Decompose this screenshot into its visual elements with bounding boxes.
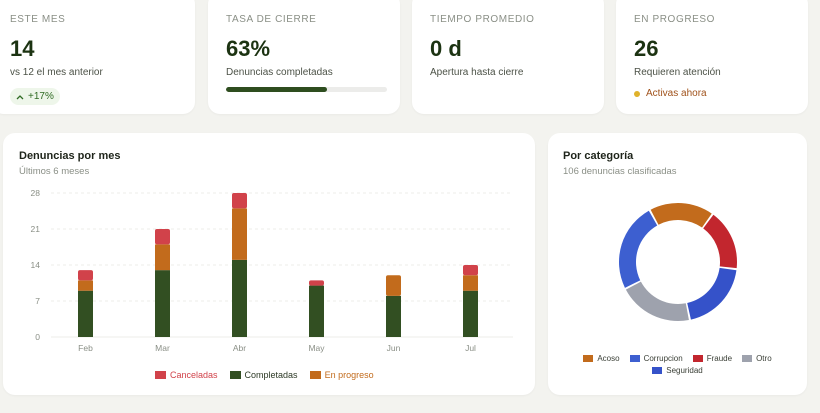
y-tick-label: 0 <box>35 332 40 342</box>
closure-progress-bar <box>226 87 387 92</box>
donut-legend: Acoso Corrupcion Fraude Otro Seguridad <box>548 354 807 375</box>
bar-segment-en-progreso[interactable] <box>155 244 170 271</box>
kpi-label: ESTE MES <box>10 14 66 25</box>
legend-label: Otro <box>756 354 772 363</box>
chart-title: Denuncias por mes <box>19 150 121 162</box>
bar-segment-en-progreso[interactable] <box>463 275 478 291</box>
chart-subtitle: 106 denuncias clasificadas <box>563 166 677 177</box>
kpi-sub: vs 12 el mes anterior <box>10 67 103 78</box>
legend-label: Corrupcion <box>643 354 683 363</box>
legend-swatch <box>155 371 166 379</box>
bar-segment-canceladas[interactable] <box>309 280 324 286</box>
y-tick-label: 7 <box>35 296 40 306</box>
kpi-sub: Requieren atención <box>634 67 721 78</box>
x-tick-label: Jul <box>465 343 476 353</box>
bar-segment-canceladas[interactable] <box>155 229 170 245</box>
x-tick-label: May <box>308 343 325 353</box>
status-text: Activas ahora <box>646 88 707 99</box>
kpi-card-tasa-cierre: TASA DE CIERRE 63% Denuncias completadas <box>208 0 400 114</box>
donut-slice-fraude[interactable] <box>703 214 737 269</box>
bar-segment-completadas[interactable] <box>386 295 401 337</box>
legend-label: Canceladas <box>170 370 218 380</box>
kpi-sub: Apertura hasta cierre <box>430 67 524 78</box>
legend-item-en-progreso[interactable]: En progreso <box>309 370 374 380</box>
kpi-card-tiempo-promedio: TIEMPO PROMEDIO 0 d Apertura hasta cierr… <box>412 0 604 114</box>
kpi-label: EN PROGRESO <box>634 14 716 25</box>
y-tick-label: 21 <box>31 224 41 234</box>
bar-segment-en-progreso[interactable] <box>232 208 247 260</box>
chart-subtitle: Últimos 6 meses <box>19 166 90 177</box>
bar-segment-canceladas[interactable] <box>78 270 93 281</box>
bar-segment-canceladas[interactable] <box>463 265 478 276</box>
legend-swatch <box>652 367 663 374</box>
active-status: Activas ahora <box>634 88 790 99</box>
x-tick-label: Mar <box>155 343 170 353</box>
legend-swatch <box>742 355 753 362</box>
chevron-up-icon <box>16 94 24 99</box>
chart-title: Por categoría <box>563 150 634 162</box>
trend-badge: +17% <box>10 88 60 105</box>
bar-segment-completadas[interactable] <box>232 259 247 337</box>
x-tick-label: Abr <box>233 343 246 353</box>
legend-item-seguridad[interactable]: Seguridad <box>652 366 703 375</box>
bar-segment-canceladas[interactable] <box>232 193 247 209</box>
donut-slice-corrupcion[interactable] <box>619 210 658 288</box>
donut-chart <box>619 203 737 321</box>
legend-swatch <box>692 355 703 362</box>
legend-item-canceladas[interactable]: Canceladas <box>155 370 218 380</box>
x-tick-label: Jun <box>387 343 401 353</box>
legend-label: En progreso <box>324 370 374 380</box>
y-tick-label: 14 <box>31 260 41 270</box>
kpi-sub: Denuncias completadas <box>226 67 333 78</box>
bar-segment-en-progreso[interactable] <box>78 280 93 291</box>
bar-chart: 0 7 14 21 28 Feb Mar Abr May Jun Jul <box>31 188 513 353</box>
closure-progress-fill <box>226 87 328 92</box>
legend-item-corrupcion[interactable]: Corrupcion <box>629 354 683 363</box>
bar-segment-completadas[interactable] <box>155 270 170 337</box>
bar-chart-panel: Denuncias por mes Últimos 6 meses 0 7 14 21… <box>3 133 535 395</box>
legend-swatch <box>309 371 321 379</box>
legend-label: Seguridad <box>666 366 703 375</box>
kpi-card-en-progreso: EN PROGRESO 26 Requieren atención Activa… <box>616 0 808 114</box>
legend-swatch <box>629 355 640 362</box>
legend-item-acoso[interactable]: Acoso <box>583 354 620 363</box>
kpi-card-este-mes: ESTE MES 14 vs 12 el mes anterior +17% <box>0 0 195 114</box>
kpi-value: 26 <box>634 36 659 61</box>
status-dot-icon <box>634 90 640 97</box>
legend-label: Acoso <box>597 354 620 363</box>
donut-chart-panel: Por categoría 106 denuncias clasificadas… <box>548 133 807 395</box>
bar-segment-en-progreso[interactable] <box>386 275 401 296</box>
kpi-label: TASA DE CIERRE <box>226 14 317 25</box>
legend-label: Fraude <box>706 354 733 363</box>
bar-segment-completadas[interactable] <box>78 290 93 337</box>
donut-slice-acoso[interactable] <box>650 203 712 228</box>
kpi-value: 63% <box>226 36 271 61</box>
bar-legend: Canceladas Completadas En progreso <box>155 370 374 380</box>
legend-item-fraude[interactable]: Fraude <box>692 354 733 363</box>
kpi-value: 14 <box>10 36 35 61</box>
kpi-value: 0 d <box>430 36 462 61</box>
y-tick-label: 28 <box>31 188 41 198</box>
bar-segment-completadas[interactable] <box>463 290 478 337</box>
kpi-label: TIEMPO PROMEDIO <box>430 14 535 25</box>
legend-label: Completadas <box>244 370 298 380</box>
legend-swatch <box>229 371 241 379</box>
x-tick-label: Feb <box>78 343 93 353</box>
trend-value: +17% <box>28 91 54 102</box>
legend-swatch <box>583 355 594 362</box>
donut-slice-otro[interactable] <box>625 281 689 321</box>
legend-item-completadas[interactable]: Completadas <box>229 370 298 380</box>
legend-item-otro[interactable]: Otro <box>742 354 772 363</box>
bar-segment-completadas[interactable] <box>309 285 324 337</box>
donut-slice-seguridad[interactable] <box>687 267 737 320</box>
